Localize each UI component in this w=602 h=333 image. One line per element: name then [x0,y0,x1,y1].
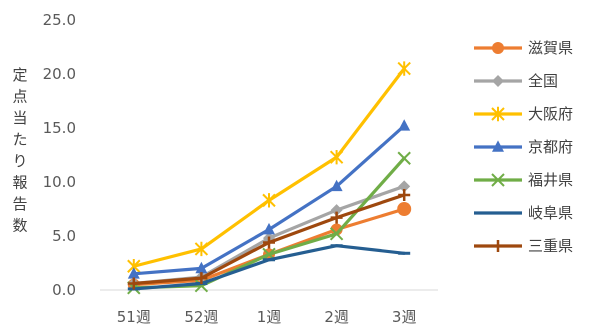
x-axis-ticks: 51週 52週 1週 2週 3週 [117,308,417,326]
y-axis-title-text: 定点当たり報告数 [12,66,27,235]
y-tick-label: 25.0 [43,11,76,29]
x-tick-label: 3週 [392,308,417,326]
legend-entry: 三重県 [474,237,573,255]
series-大阪府 [127,61,411,274]
legend-entry: 京都府 [474,138,573,156]
data-point [194,241,209,257]
data-point [330,211,343,224]
y-axis-ticks: 0.0 5.0 10.0 15.0 20.0 25.0 [43,11,76,299]
legend-entry: 滋賀県 [474,39,573,57]
data-point [329,149,344,165]
series-三重県 [127,188,411,290]
legend-entry: 岐阜県 [474,204,573,222]
legend-entry: 全国 [474,72,558,90]
data-point [398,188,411,201]
legend-entry: 福井県 [474,171,573,189]
data-point [397,202,412,216]
data-point [398,119,411,131]
series-京都府 [127,119,411,279]
data-point [398,180,411,193]
legend-marker [492,42,504,54]
y-tick-label: 5.0 [52,227,76,245]
y-tick-label: 20.0 [43,65,76,83]
y-tick-label: 10.0 [43,173,76,191]
legend-marker [492,240,504,252]
legend-label: 三重県 [528,237,573,255]
legend-marker [492,75,504,87]
data-point [330,179,343,192]
data-point [397,151,411,165]
x-tick-label: 1週 [257,308,282,326]
legend-marker [491,173,505,187]
data-point [195,272,208,285]
data-point [329,227,344,241]
y-tick-label: 15.0 [43,119,76,137]
legend-marker [492,140,504,152]
legend-label: 全国 [528,72,558,90]
x-tick-label: 51週 [117,308,151,326]
series-岐阜県 [127,244,411,291]
data-point [127,267,140,279]
legend-marker [491,106,505,122]
data-point [397,61,411,76]
legend-label: 京都府 [528,138,573,156]
legend-label: 福井県 [528,171,573,189]
legend-label: 岐阜県 [528,204,573,222]
y-tick-label: 0.0 [52,281,76,299]
data-point [263,236,275,249]
legend-label: 滋賀県 [528,39,573,57]
data-point [195,261,208,274]
legend-label: 大阪府 [528,105,573,123]
data-point [263,222,275,235]
data-point [330,204,343,217]
legend-entry: 大阪府 [474,105,573,123]
x-tick-label: 52週 [184,308,218,326]
series-group [127,61,412,295]
data-point [127,277,140,290]
y-axis-title: 定点当たり報告数 [12,66,27,235]
x-tick-label: 2週 [324,308,349,326]
data-point [262,193,276,208]
